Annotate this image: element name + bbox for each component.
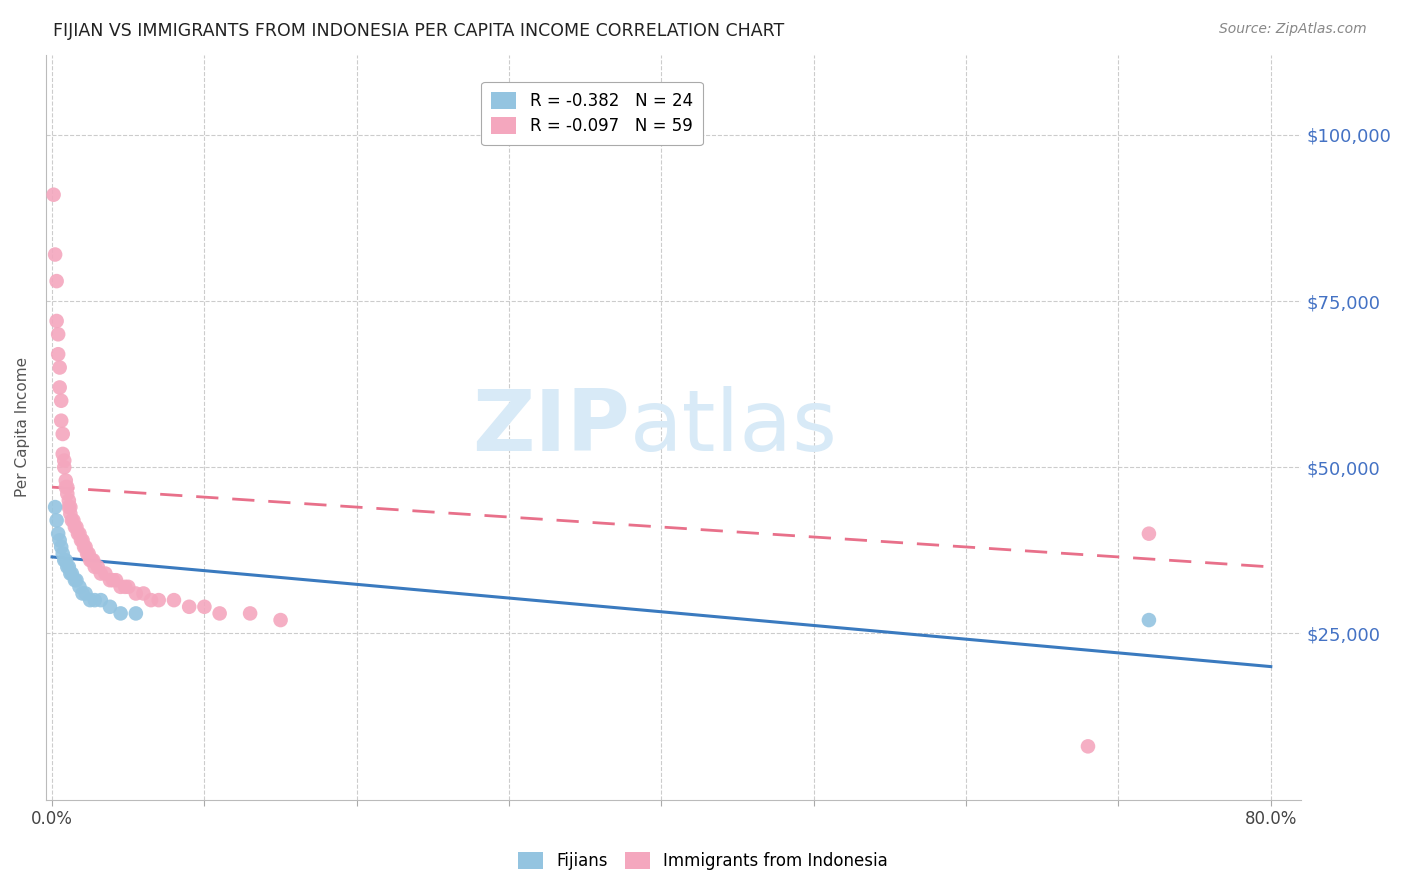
Point (101, 573, 124, 587)
Point (52, 427, 75, 442)
Y-axis label: Per Capita Income: Per Capita Income (15, 358, 30, 498)
Point (60, 566, 83, 581)
Point (69, 526, 91, 541)
Point (65, 573, 87, 587)
Point (45, 274, 67, 288)
Point (58, 500, 80, 514)
Point (1137, 526, 1160, 541)
Point (1077, 739, 1099, 754)
Point (65, 520, 87, 534)
Point (44, 500, 66, 514)
Point (44, 247, 66, 261)
Point (114, 580, 136, 594)
Point (72, 533, 94, 548)
Point (80, 553, 103, 567)
Point (72, 586, 94, 600)
Point (90, 593, 112, 607)
Point (69, 580, 91, 594)
Point (63, 573, 86, 587)
Text: atlas: atlas (630, 386, 838, 469)
Point (98, 573, 121, 587)
Point (77, 547, 100, 561)
Point (45, 513, 67, 527)
Point (179, 599, 201, 614)
Point (70, 533, 93, 548)
Point (110, 580, 132, 594)
Point (59, 507, 82, 521)
Point (45, 314, 67, 328)
Text: FIJIAN VS IMMIGRANTS FROM INDONESIA PER CAPITA INCOME CORRELATION CHART: FIJIAN VS IMMIGRANTS FROM INDONESIA PER … (53, 22, 785, 40)
Point (63, 520, 86, 534)
Point (56, 480, 79, 494)
Point (98, 599, 121, 614)
Point (48, 360, 70, 375)
Point (56, 560, 79, 574)
Point (59, 500, 82, 514)
Point (52, 547, 75, 561)
Point (60, 513, 83, 527)
Point (51, 393, 73, 408)
Point (66, 526, 89, 541)
Point (270, 613, 292, 627)
Point (73, 540, 96, 554)
Point (75, 586, 97, 600)
Point (51, 414, 73, 428)
Point (90, 566, 112, 581)
Point (48, 380, 70, 394)
Point (193, 599, 215, 614)
Point (239, 607, 262, 621)
Point (79, 593, 101, 607)
Point (51, 540, 73, 554)
Point (94, 566, 117, 581)
Point (42, 187, 65, 202)
Point (55, 553, 77, 567)
Point (82, 553, 104, 567)
Point (58, 493, 80, 508)
Point (75, 540, 97, 554)
Point (208, 607, 231, 621)
Point (55, 474, 77, 488)
Point (125, 586, 148, 600)
Legend: R = -0.382   N = 24, R = -0.097   N = 59: R = -0.382 N = 24, R = -0.097 N = 59 (481, 82, 703, 145)
Point (132, 586, 155, 600)
Point (148, 593, 170, 607)
Point (46, 347, 69, 361)
Point (53, 453, 76, 467)
Point (58, 560, 80, 574)
Text: ZIP: ZIP (472, 386, 630, 469)
Text: Source: ZipAtlas.com: Source: ZipAtlas.com (1219, 22, 1367, 37)
Point (59, 566, 82, 581)
Point (46, 526, 69, 541)
Point (62, 513, 84, 527)
Point (117, 580, 139, 594)
Point (163, 593, 186, 607)
Point (125, 607, 148, 621)
Point (83, 560, 105, 574)
Point (53, 460, 76, 475)
Point (110, 607, 132, 621)
Point (79, 553, 101, 567)
Point (56, 487, 79, 501)
Point (83, 593, 105, 607)
Point (87, 560, 110, 574)
Point (55, 480, 77, 494)
Point (139, 593, 162, 607)
Point (46, 327, 69, 342)
Point (76, 547, 98, 561)
Point (52, 447, 75, 461)
Legend: Fijians, Immigrants from Indonesia: Fijians, Immigrants from Indonesia (512, 845, 894, 877)
Point (1137, 613, 1160, 627)
Point (53, 553, 76, 567)
Point (48, 533, 70, 548)
Point (105, 573, 128, 587)
